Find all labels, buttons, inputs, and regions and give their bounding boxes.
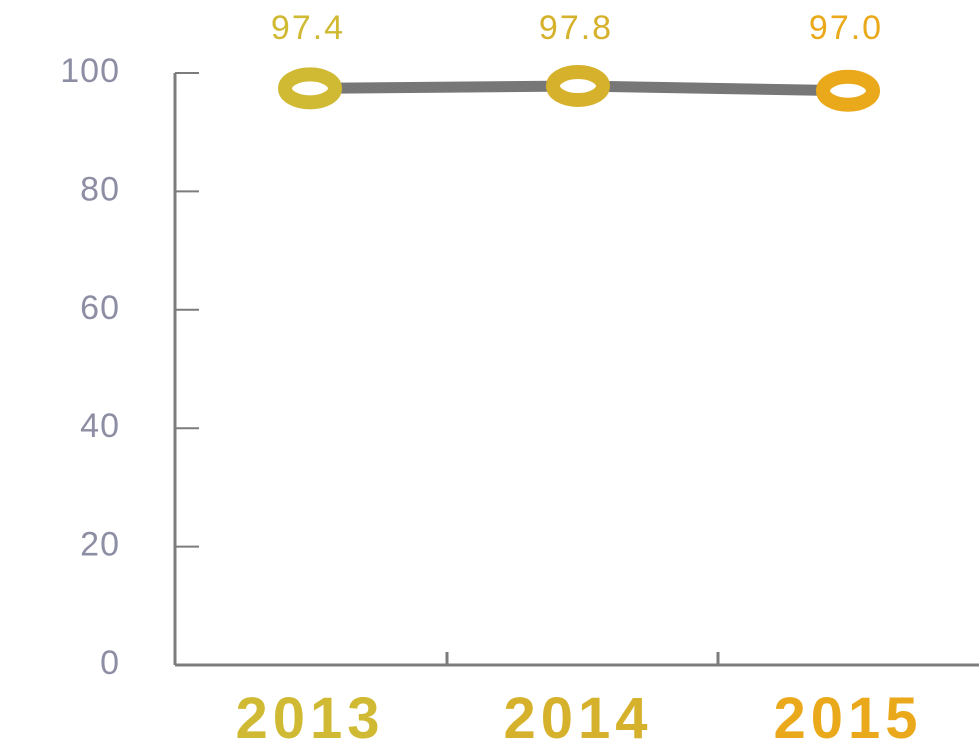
y-tick-label: 100 bbox=[60, 52, 120, 90]
x-tick-label: 2014 bbox=[503, 686, 652, 751]
x-tick-label: 2013 bbox=[235, 686, 384, 751]
y-tick-label: 40 bbox=[80, 407, 120, 445]
y-tick-label: 0 bbox=[100, 644, 120, 682]
y-tick-label: 20 bbox=[80, 526, 120, 564]
data-point-marker bbox=[816, 69, 880, 112]
y-axis: 0 20 40 60 80 100 bbox=[60, 52, 199, 682]
y-tick-label: 60 bbox=[80, 289, 120, 327]
data-label: 97.8 bbox=[539, 9, 613, 47]
x-tick-label: 2015 bbox=[773, 686, 922, 751]
series-line bbox=[278, 65, 880, 112]
data-label: 97.0 bbox=[809, 9, 883, 47]
data-label: 97.4 bbox=[271, 9, 345, 47]
data-point-marker bbox=[546, 65, 610, 108]
data-labels: 97.4 97.8 97.0 bbox=[271, 9, 883, 47]
x-axis: 2013 2014 2015 bbox=[175, 652, 979, 751]
data-point-marker bbox=[278, 67, 342, 110]
y-tick-label: 80 bbox=[80, 170, 120, 208]
